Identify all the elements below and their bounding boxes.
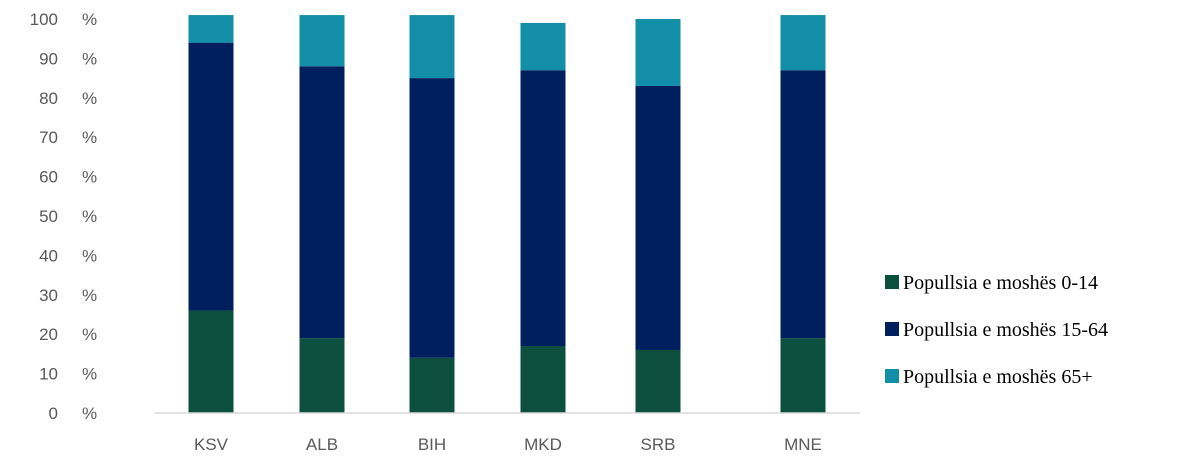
legend: Popullsia e moshës 0-14 Popullsia e moshë… <box>885 272 1108 388</box>
legend-label: Popullsia e moshës 15-64 <box>903 319 1108 341</box>
bar-segment <box>780 338 826 413</box>
bar-segment <box>635 19 681 86</box>
y-tick-number: 30 <box>39 286 58 305</box>
y-tick-number: 50 <box>39 207 58 226</box>
legend-item: Popullsia e moshës 65+ <box>885 366 1093 388</box>
bar-segment <box>188 15 234 43</box>
bar-segment <box>780 70 826 339</box>
x-tick-label: MNE <box>784 435 822 454</box>
y-tick-percent: % <box>82 10 97 29</box>
y-tick-percent: % <box>82 49 97 68</box>
y-tick-percent: % <box>82 325 97 344</box>
y-tick-percent: % <box>82 207 97 226</box>
y-tick-number: 20 <box>39 325 58 344</box>
y-axis: 0 %10 %20 %30 %40 %50 %60 %70 %80 %90 %100% <box>30 10 98 423</box>
y-tick-number: 90 <box>39 49 58 68</box>
y-tick-number: 40 <box>39 246 58 265</box>
y-tick-label: 0% <box>49 404 98 423</box>
bar-segment <box>635 85 681 350</box>
y-tick-label: 10% <box>39 365 97 384</box>
x-axis: KSV ALB BIH MKD SRB MNE <box>194 435 822 454</box>
legend-swatch <box>885 369 899 383</box>
y-tick-percent: % <box>82 286 97 305</box>
bar-segment <box>188 42 234 311</box>
y-tick-percent: % <box>82 128 97 147</box>
bar-stack-srb <box>635 19 681 413</box>
y-tick-number: 60 <box>39 168 58 187</box>
bar-stack-ksv <box>188 15 234 413</box>
y-tick-label: 70% <box>39 128 97 147</box>
bar-segment <box>409 15 455 79</box>
y-tick-percent: % <box>82 365 97 384</box>
y-tick-percent: % <box>82 89 97 108</box>
y-tick-number: 80 <box>39 89 58 108</box>
y-tick-number: 70 <box>39 128 58 147</box>
y-tick-label: 60% <box>39 168 97 187</box>
legend-swatch <box>885 322 899 336</box>
y-tick-label: 90% <box>39 49 97 68</box>
x-tick-label: KSV <box>194 435 229 454</box>
bar-stack-alb <box>299 15 345 413</box>
y-tick-number: 100 <box>30 10 58 29</box>
legend-swatch <box>885 275 899 289</box>
bar-segment <box>299 66 345 339</box>
x-tick-label: SRB <box>641 435 676 454</box>
bar-segment <box>780 15 826 71</box>
bar-segment <box>409 78 455 358</box>
bar-segment <box>409 357 455 413</box>
y-tick-label: 30% <box>39 286 97 305</box>
y-tick-label: 20% <box>39 325 97 344</box>
bar-segment <box>520 70 566 347</box>
bar-segment <box>299 338 345 413</box>
x-tick-label: BIH <box>418 435 446 454</box>
y-tick-number: 10 <box>39 365 58 384</box>
y-tick-percent: % <box>82 168 97 187</box>
y-tick-percent: % <box>82 246 97 265</box>
bar-segment <box>520 346 566 413</box>
legend-item: Popullsia e moshës 15-64 <box>885 319 1108 341</box>
bar-segment <box>635 349 681 413</box>
y-tick-label: 80% <box>39 89 97 108</box>
bar-segment <box>520 22 566 71</box>
bar-stack-mkd <box>520 22 566 413</box>
x-tick-label: MKD <box>524 435 562 454</box>
x-tick-label: ALB <box>306 435 338 454</box>
y-tick-label: 100% <box>30 10 98 29</box>
bars-layer <box>188 15 826 413</box>
bar-segment <box>188 310 234 413</box>
y-tick-number: 0 <box>49 404 58 423</box>
y-tick-label: 40% <box>39 246 97 265</box>
legend-label: Popullsia e moshës 65+ <box>903 366 1093 388</box>
bar-stack-bih <box>409 15 455 413</box>
y-tick-label: 50% <box>39 207 97 226</box>
y-tick-percent: % <box>82 404 97 423</box>
legend-label: Popullsia e moshës 0-14 <box>903 272 1098 294</box>
bar-stack-mne <box>780 15 826 413</box>
legend-item: Popullsia e moshës 0-14 <box>885 272 1098 294</box>
bar-segment <box>299 15 345 67</box>
